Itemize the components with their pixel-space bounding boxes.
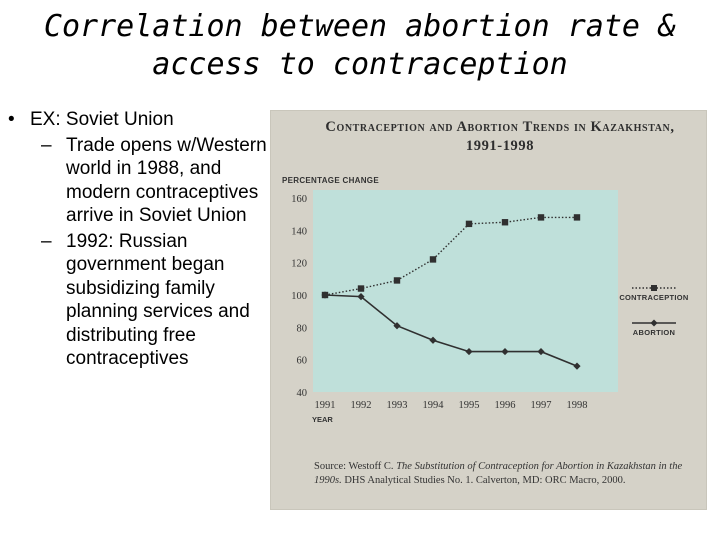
sub-bullet-text: Trade opens w/Western world in 1988, and…	[66, 134, 267, 227]
y-axis-label: Percentage change	[282, 176, 379, 185]
x-axis-label: YEAR	[312, 415, 333, 424]
series-line-abortion	[324, 294, 578, 367]
legend-label-abortion: ABORTION	[633, 328, 675, 337]
y-tick-label: 120	[291, 259, 307, 270]
bullet-marker: •	[8, 109, 15, 130]
data-point-abortion	[393, 322, 401, 330]
y-tick-label: 140	[291, 226, 307, 237]
legend-marker-abortion	[650, 319, 658, 327]
slide-title-line-2: access to contraception	[152, 47, 568, 82]
x-tick-label: 1998	[567, 400, 588, 411]
data-point-contraception	[537, 214, 545, 221]
legend-marker-contraception	[651, 285, 657, 291]
x-tick-label: 1997	[531, 400, 552, 411]
x-tick-label: 1991	[315, 400, 336, 411]
data-point-contraception	[393, 277, 401, 284]
data-point-contraception	[573, 214, 581, 221]
data-point-contraception	[501, 219, 509, 226]
line-chart: 40 60 80 100 120 140 160 1991 1992 1993 1994 1995 19…	[291, 190, 688, 424]
sub-bullet-item: – 1992: Russian government began subsidi…	[8, 230, 270, 371]
data-point-abortion	[321, 291, 329, 299]
chart-title-line-1: Contraception and Abortion Trends in Kaz…	[325, 119, 675, 135]
data-point-contraception	[429, 256, 437, 263]
sub-bullet-marker: –	[41, 230, 52, 252]
data-point-abortion	[357, 293, 365, 301]
y-tick-label: 60	[297, 356, 308, 367]
sub-bullet-text: 1992: Russian government began subsidizi…	[66, 230, 250, 370]
bullet-text: EX: Soviet Union	[30, 109, 174, 130]
legend-label-contraception: CONTRACEPTION	[619, 293, 688, 302]
x-tick-label: 1994	[423, 400, 445, 411]
data-point-contraception	[357, 285, 365, 292]
y-tick-label: 40	[297, 388, 308, 399]
sub-bullet-marker: –	[41, 134, 52, 156]
y-tick-label: 80	[297, 323, 308, 334]
chart-title-line-2: 1991-1998	[465, 138, 535, 154]
data-point-abortion	[465, 347, 473, 356]
bullet-item: • EX: Soviet Union	[8, 108, 270, 132]
sub-bullet-item: – Trade opens w/Western world in 1988, a…	[8, 134, 270, 228]
slide-title-line-1: Correlation between abortion rate &	[43, 9, 677, 44]
chart-title: Contraception and Abortion Trends in Kaz…	[300, 118, 700, 156]
x-tick-label: 1993	[387, 400, 408, 411]
source-title: The Substitution of Contraception for Ab…	[314, 461, 683, 486]
source-note: Source: Westoff C. The Substitution of C…	[314, 460, 704, 488]
x-tick-label: 1995	[459, 400, 480, 411]
data-point-abortion	[501, 347, 509, 356]
x-tick-label: 1992	[351, 400, 372, 411]
source-prefix: Source: Westoff C.	[314, 461, 394, 472]
chart-figure: Contraception and Abortion Trends in Kaz…	[270, 110, 707, 510]
slide-title: Correlation between abortion rate & acce…	[20, 8, 700, 84]
series-line-contraception	[324, 216, 577, 296]
data-point-contraception	[465, 220, 473, 228]
y-tick-label: 160	[291, 194, 307, 205]
x-tick-label: 1996	[495, 400, 516, 411]
y-tick-label: 100	[291, 291, 307, 302]
bullet-list: • EX: Soviet Union – Trade opens w/Weste…	[8, 108, 270, 371]
source-suffix: DHS Analytical Studies No. 1. Calverton,…	[344, 475, 626, 486]
data-point-abortion	[429, 336, 437, 344]
